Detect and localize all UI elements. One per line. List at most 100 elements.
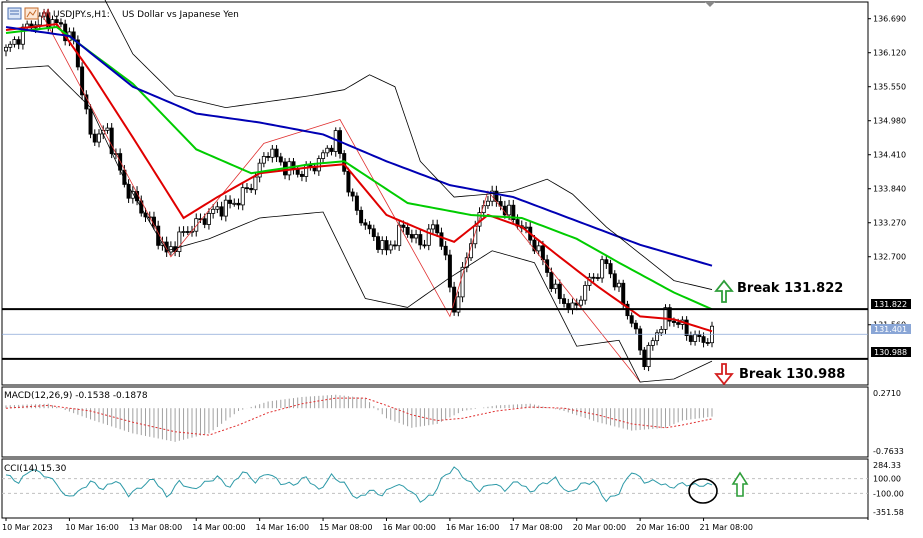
candle <box>228 195 233 209</box>
candle-body-bull <box>380 240 385 250</box>
candle-body-bear <box>164 241 169 253</box>
candle <box>608 259 613 279</box>
main-y-tick-label: 134.980 <box>873 117 906 126</box>
x-tick-label: 10 Mar 16:00 <box>65 523 118 532</box>
candle-body-bull <box>105 127 110 131</box>
candle-body-bear <box>511 204 516 220</box>
candle-body-bull <box>460 266 465 298</box>
candle <box>215 201 220 214</box>
candle-body-bear <box>405 227 410 235</box>
candle-body-bear <box>557 283 562 300</box>
candle <box>329 145 334 156</box>
cci-line <box>5 466 713 503</box>
chart-window-icon[interactable] <box>7 7 22 20</box>
macd-y-tick-label: -0.7633 <box>873 447 904 456</box>
hand-icon[interactable] <box>41 8 51 19</box>
panel-frames <box>1 1 869 520</box>
candle-body-bear <box>219 206 224 217</box>
candle-body-bear <box>236 202 241 206</box>
candle <box>562 293 567 308</box>
candle <box>557 279 562 304</box>
candle-body-bull <box>8 43 13 48</box>
candle <box>261 152 266 168</box>
candle-body-bull <box>316 158 321 172</box>
candle <box>409 229 414 243</box>
candle <box>549 267 554 293</box>
candle-body-bear <box>350 191 355 197</box>
candle-body-bull <box>553 283 558 290</box>
candle <box>350 188 355 202</box>
candle <box>629 312 634 328</box>
candle <box>240 182 245 211</box>
cci-panel <box>1 458 869 519</box>
candle <box>405 222 410 238</box>
x-tick-label: 15 Mar 08:00 <box>319 523 372 532</box>
candle-body-bull <box>578 299 583 306</box>
candle-body-bear <box>621 282 626 305</box>
candle <box>443 241 448 261</box>
candle-body-bear <box>435 224 440 234</box>
candle-body-bear <box>409 234 414 239</box>
candle <box>633 320 638 335</box>
candle-body-bull <box>523 226 528 229</box>
candle-body-bull <box>211 208 216 214</box>
candle-body-bear <box>122 169 127 185</box>
candle <box>130 186 135 204</box>
candle <box>498 196 503 211</box>
x-tick-label: 16 Mar 16:00 <box>446 523 499 532</box>
candle <box>266 152 271 162</box>
candle-body-bull <box>223 199 228 217</box>
cci-y-tick-label: 100.00 <box>873 475 901 484</box>
candle <box>705 338 710 346</box>
candle <box>363 218 368 230</box>
candle <box>380 236 385 255</box>
candle <box>177 226 182 257</box>
zoom-window-icon[interactable] <box>24 7 39 20</box>
candle <box>697 330 702 342</box>
macd-plot <box>5 394 713 442</box>
candle-body-bull <box>304 164 309 177</box>
candle-body-bear <box>443 245 448 256</box>
x-tick-label: 21 Mar 08:00 <box>700 523 753 532</box>
candle-body-bull <box>659 328 664 334</box>
candle <box>371 224 376 241</box>
candle <box>321 149 326 164</box>
candle <box>181 226 186 237</box>
candle <box>359 206 364 226</box>
main-plot <box>2 0 868 386</box>
cci-plot <box>2 466 868 504</box>
candle-body-bear <box>228 199 233 204</box>
candle <box>211 204 216 219</box>
candle <box>270 144 275 163</box>
candle-body-bear <box>684 319 689 337</box>
candle-body-bear <box>244 187 249 190</box>
x-tick-label: 14 Mar 00:00 <box>192 523 245 532</box>
candle-body-bull <box>215 206 220 210</box>
price-box-lower-label: 130.988 <box>874 348 907 357</box>
candle-body-bull <box>257 162 262 178</box>
candle-body-bull <box>177 231 182 253</box>
candle-body-bear <box>249 187 254 191</box>
candle-body-bear <box>401 224 406 228</box>
cci-y-tick-label: 284.33 <box>873 461 901 470</box>
candle-body-bear <box>278 156 283 163</box>
main-y-tick-label: 135.550 <box>873 83 906 92</box>
candle-body-bull <box>388 244 393 251</box>
candle <box>553 279 558 294</box>
candle <box>206 208 211 230</box>
candle <box>249 183 254 193</box>
candle-body-bear <box>173 246 178 253</box>
candle <box>600 255 605 283</box>
candle <box>388 240 393 254</box>
candle-body-bear <box>392 244 397 247</box>
candle-body-bear <box>604 259 609 264</box>
break-down-label: Break 130.988 <box>739 367 845 382</box>
candle-body-bear <box>266 156 271 158</box>
candle-body-bear <box>109 127 114 155</box>
candle-body-bear <box>359 209 364 224</box>
cci-y-tick-label: -100.00 <box>873 489 904 498</box>
x-tick-label: 14 Mar 16:00 <box>256 523 309 532</box>
toolbar-icons <box>7 7 51 20</box>
candle-body-bull <box>130 191 135 199</box>
candle <box>16 36 21 50</box>
